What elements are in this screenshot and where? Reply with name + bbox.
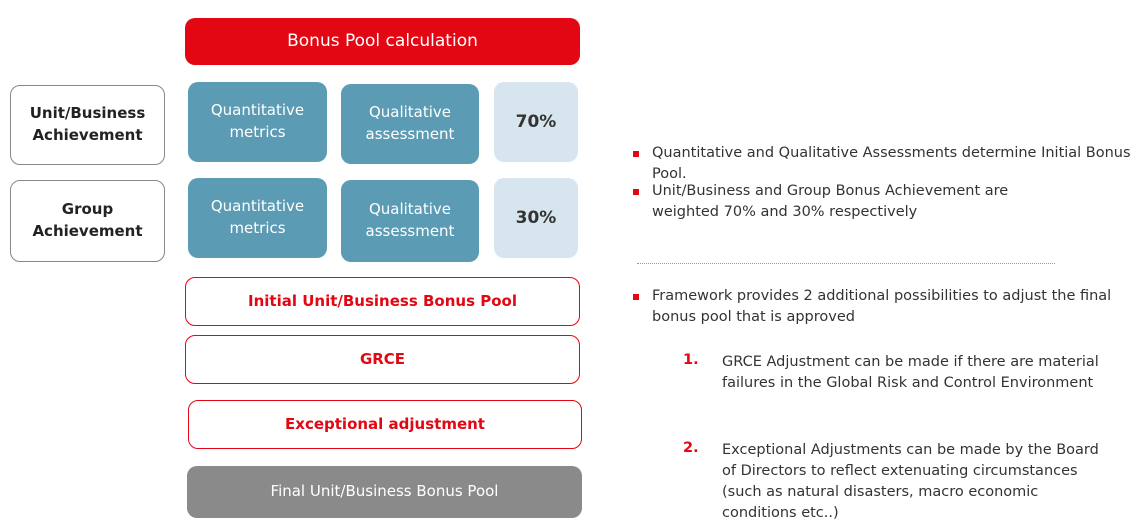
bullet-text: Framework provides 2 additional possibil… xyxy=(652,288,1112,326)
step-box: Exceptional adjustment xyxy=(188,400,582,449)
item-number: 1. xyxy=(683,352,699,368)
row-label: Group Achievement xyxy=(10,180,165,262)
qualitative-box: Qualitative assessment xyxy=(341,180,479,262)
qualitative-box: Qualitative assessment xyxy=(341,84,479,164)
item-text: Exceptional Adjustments can be made by t… xyxy=(722,442,1099,522)
divider xyxy=(637,263,1055,264)
bullet xyxy=(633,294,639,300)
step-box: Initial Unit/Business Bonus Pool xyxy=(185,277,580,326)
step-box: GRCE xyxy=(185,335,580,384)
weight-box: 30% xyxy=(494,178,578,258)
bullet xyxy=(633,151,639,157)
bullet-text: Unit/Business and Group Bonus Achievemen… xyxy=(652,183,1009,221)
header: Bonus Pool calculation xyxy=(185,18,580,65)
quantitative-box: Quantitative metrics xyxy=(188,178,327,258)
bullet-text: Quantitative and Qualitative Assessments… xyxy=(652,145,1131,183)
quantitative-box: Quantitative metrics xyxy=(188,82,327,162)
item-number: 2. xyxy=(683,440,699,456)
row-label: Unit/Business Achievement xyxy=(10,85,165,165)
item-text: GRCE Adjustment can be made if there are… xyxy=(722,354,1099,392)
weight-box: 70% xyxy=(494,82,578,162)
bullet xyxy=(633,189,639,195)
final-box: Final Unit/Business Bonus Pool xyxy=(187,466,582,518)
